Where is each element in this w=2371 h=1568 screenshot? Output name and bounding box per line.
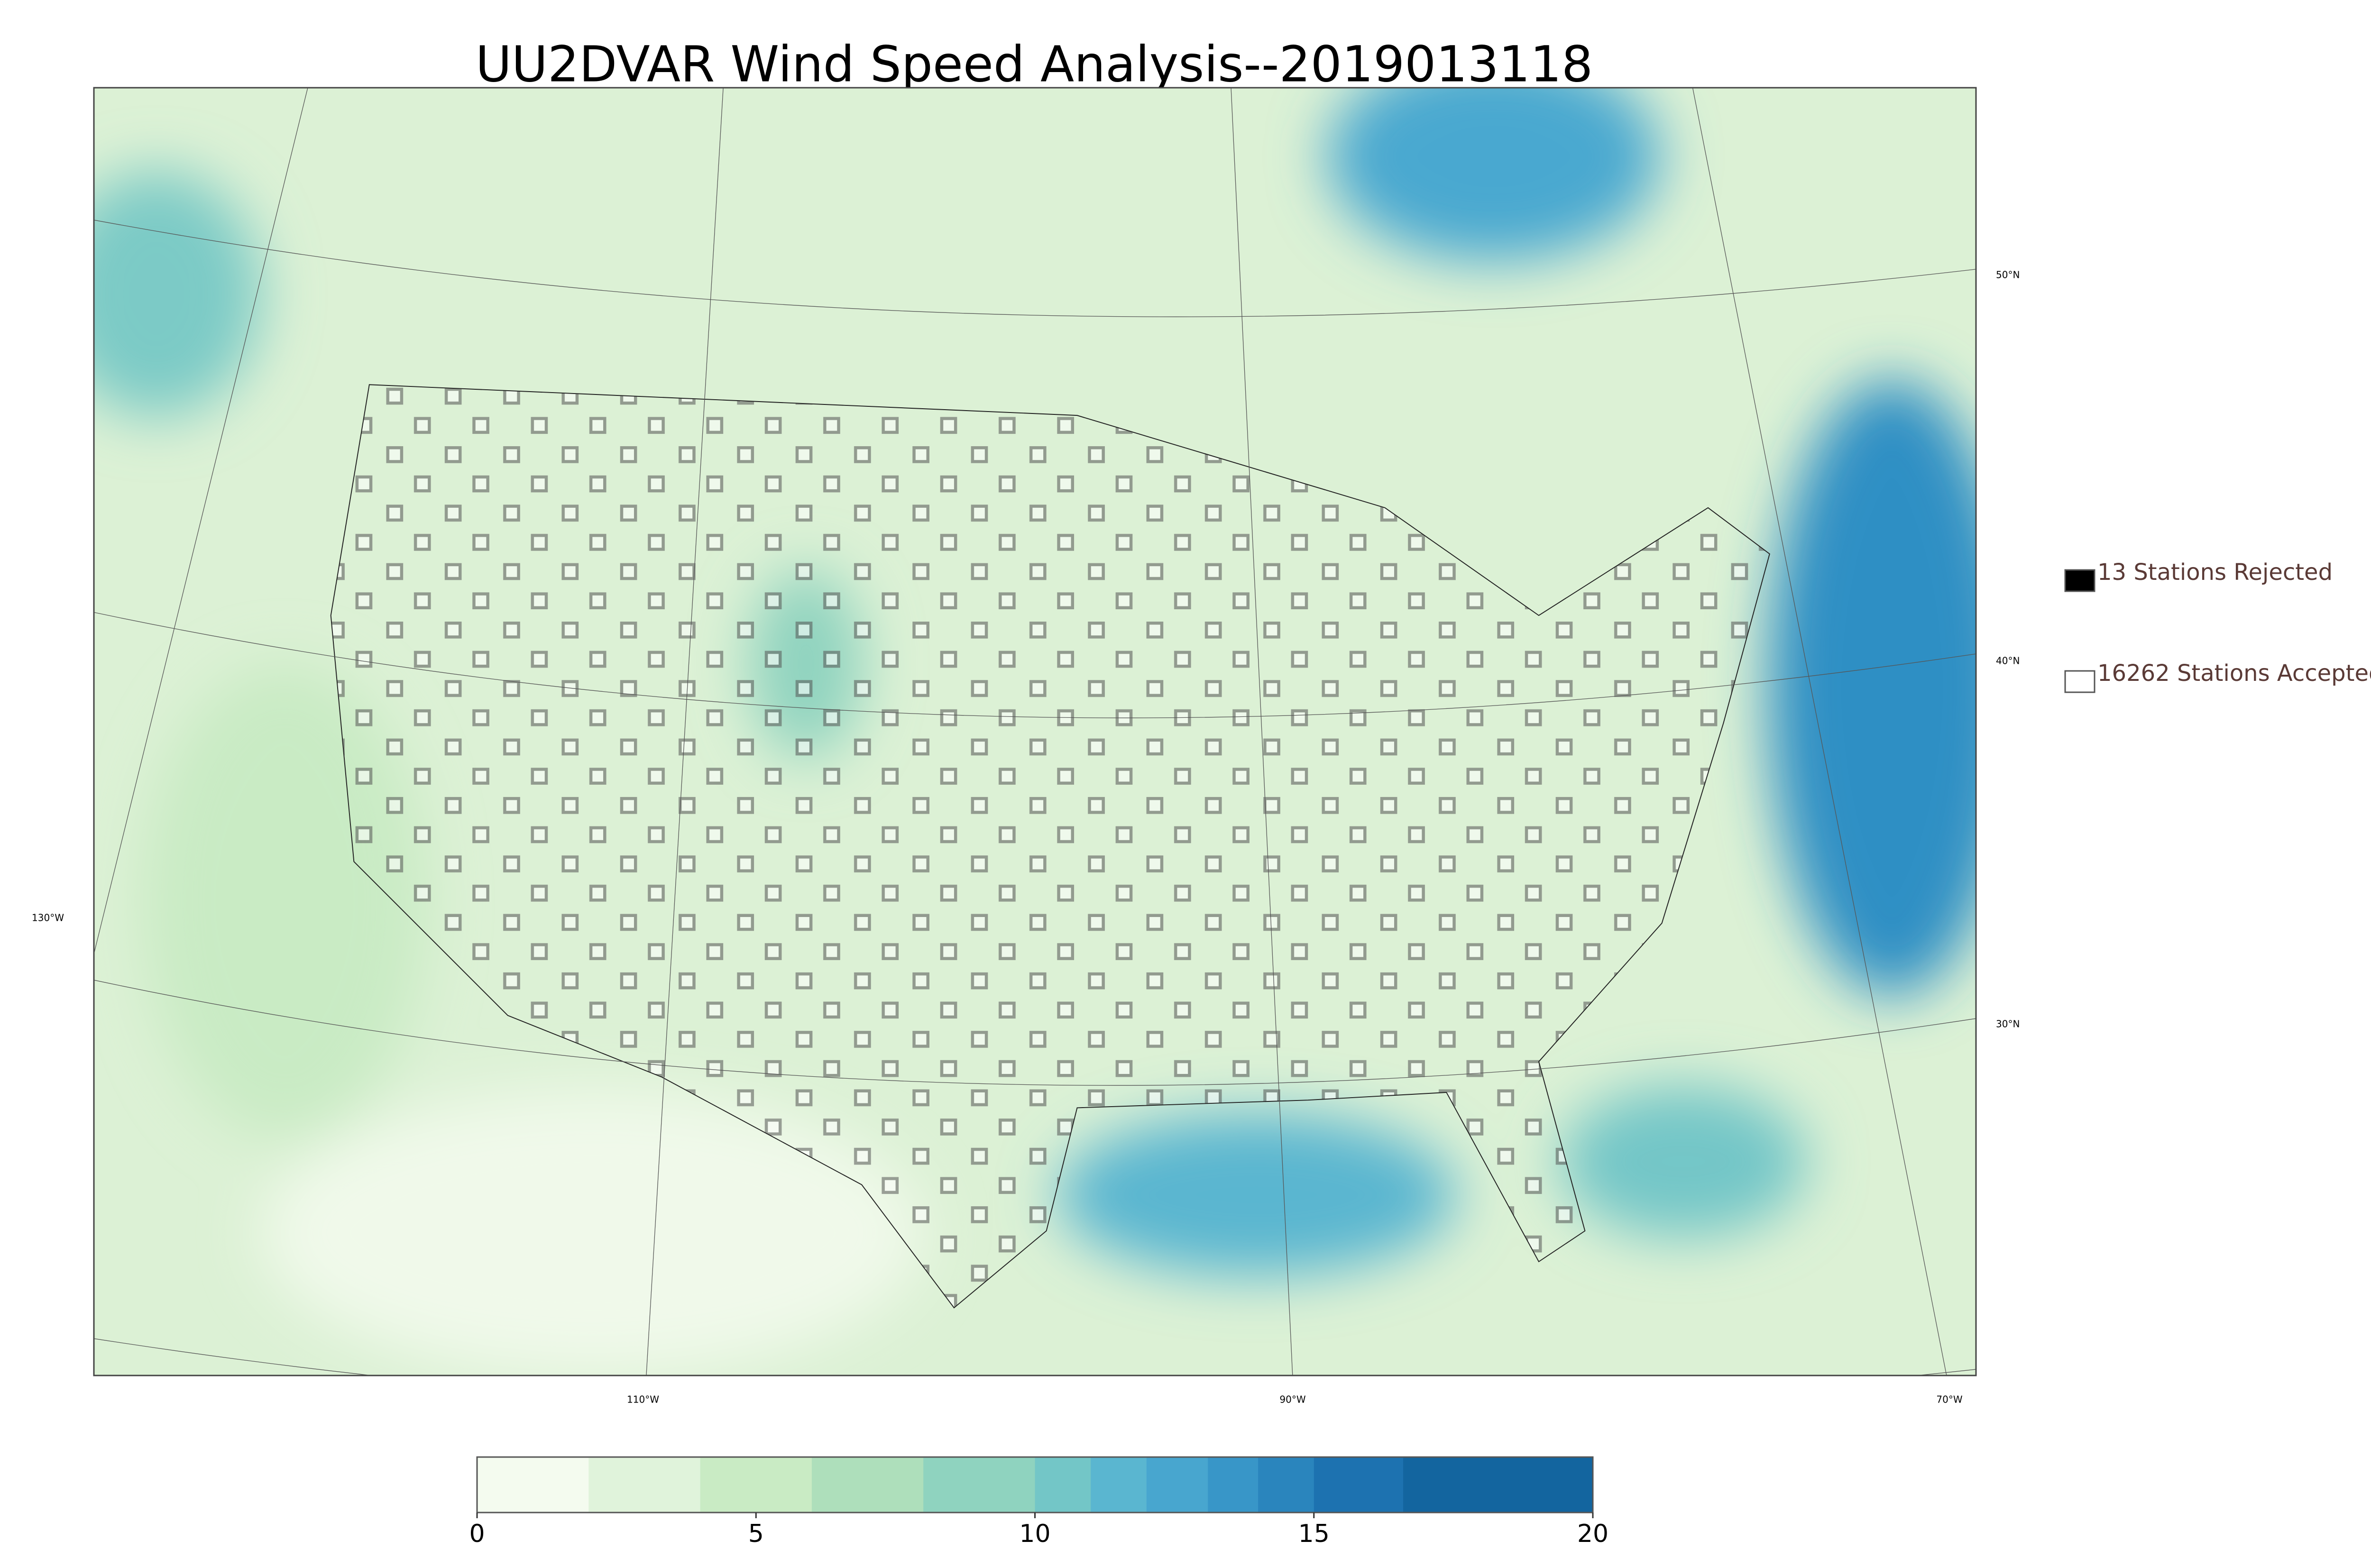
lat-label: 50°N	[1996, 269, 2020, 281]
map-frame	[93, 87, 1977, 1376]
lon-label: 70°W	[1936, 1394, 1962, 1405]
legend-label: 13 Stations Rejected	[2097, 559, 2333, 586]
colorbar-segment	[1208, 1457, 1259, 1513]
lat-label: 30°N	[1996, 1018, 2020, 1030]
colorbar-segment	[1091, 1457, 1147, 1513]
legend-swatch	[2064, 670, 2095, 693]
lon-label: 90°W	[1279, 1394, 1305, 1405]
lon-label: 110°W	[627, 1394, 659, 1405]
colorbar-segment	[1258, 1457, 1314, 1513]
colorbar-tick-label: 10	[1019, 1520, 1050, 1548]
lon-label: 130°W	[32, 912, 64, 924]
land	[94, 88, 1976, 1375]
colorbar-segment	[477, 1457, 589, 1513]
colorbar-tick-label: 0	[469, 1520, 485, 1548]
legend-label: 16262 Stations Accepted	[2097, 660, 2371, 687]
colorbar-segment	[588, 1457, 701, 1513]
colorbar-tick-label: 5	[748, 1520, 764, 1548]
colorbar-tick-label: 15	[1298, 1520, 1330, 1548]
legend-swatch	[2064, 569, 2095, 592]
colorbar-segment	[1314, 1457, 1404, 1513]
colorbar-segment	[700, 1457, 812, 1513]
colorbar-segment	[1403, 1457, 1593, 1513]
colorbar-segment	[923, 1457, 1035, 1513]
map	[94, 88, 1976, 1375]
lat-label: 40°N	[1996, 655, 2020, 667]
title: UU2DVAR Wind Speed Analysis--2019013118	[476, 35, 1593, 93]
colorbar-tick-label: 20	[1577, 1520, 1608, 1548]
colorbar-segment	[1035, 1457, 1091, 1513]
colorbar-segment	[1146, 1457, 1208, 1513]
colorbar-segment	[811, 1457, 924, 1513]
